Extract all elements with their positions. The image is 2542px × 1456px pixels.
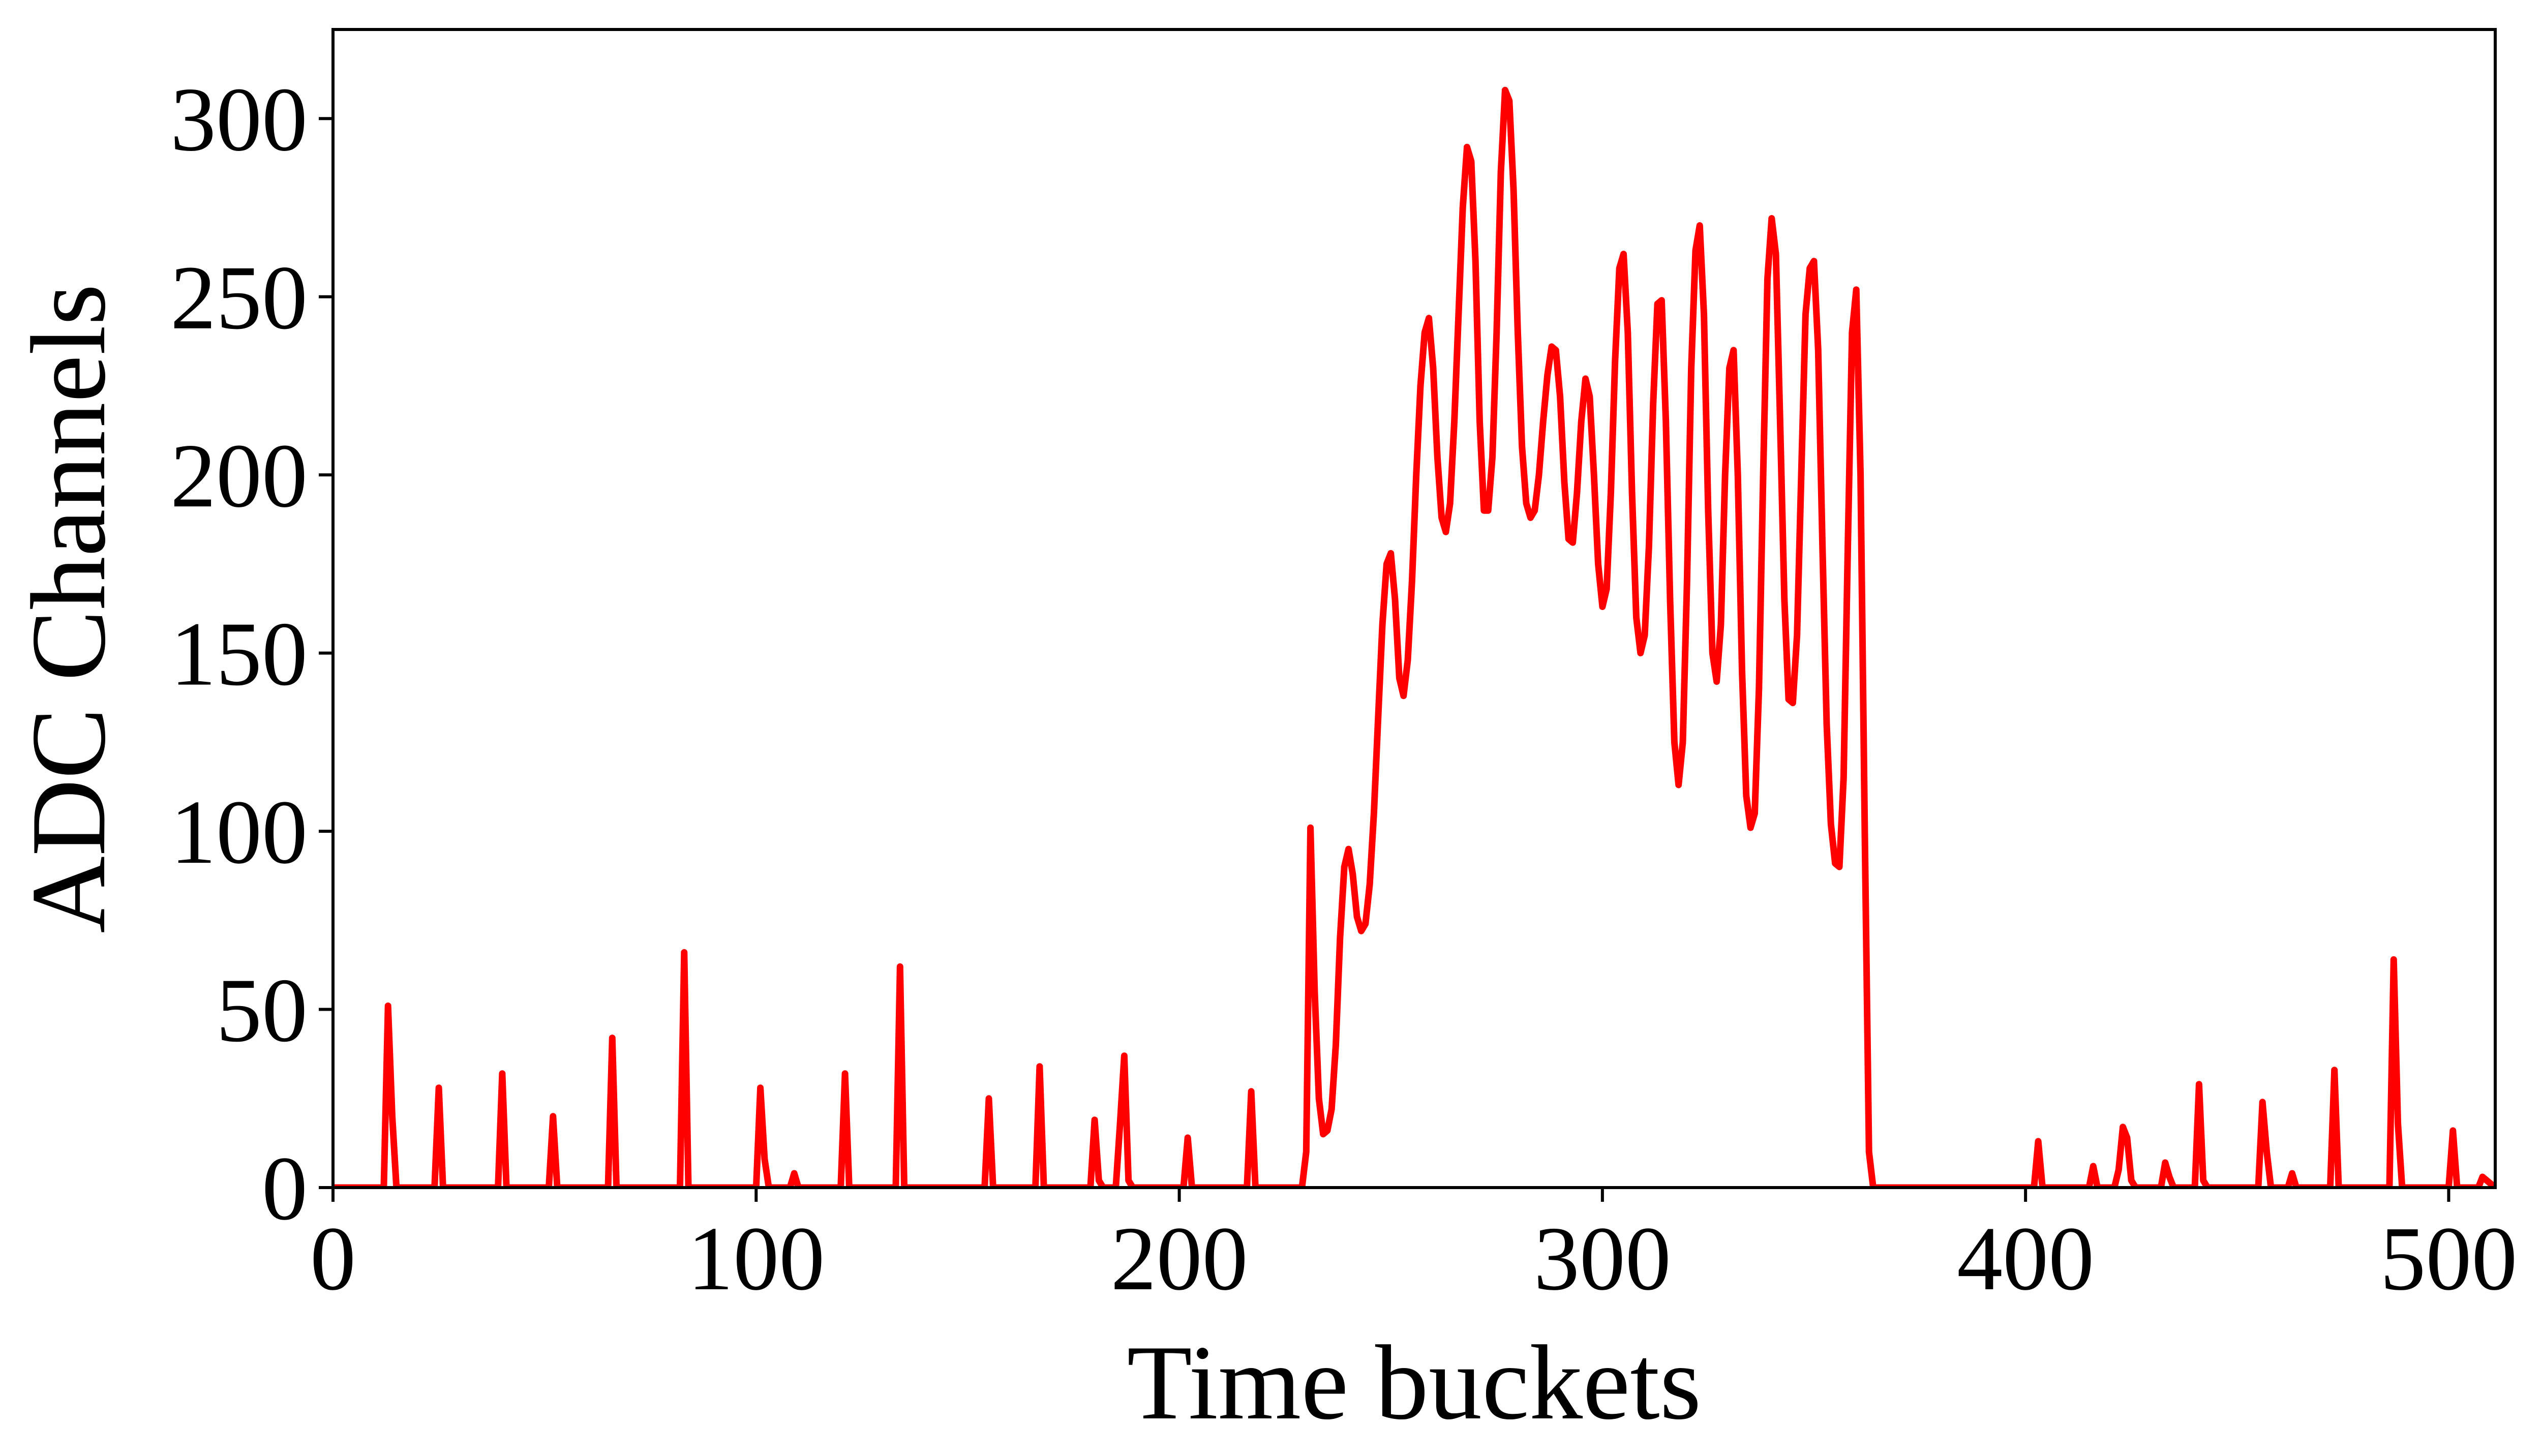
y-tick-label: 150: [170, 603, 308, 705]
plot-frame: [331, 28, 2497, 1189]
x-tick-label: 100: [687, 1208, 825, 1309]
x-axis-label: Time buckets: [1127, 1324, 1702, 1442]
series-line-0: [333, 86, 2495, 1188]
x-tick-label: 200: [1111, 1208, 1248, 1309]
y-tick-label: 300: [170, 69, 308, 170]
y-tick-label: 250: [170, 247, 308, 348]
x-tick-label: 300: [1534, 1208, 1671, 1309]
x-tick-label: 0: [310, 1208, 356, 1309]
plot-area: [333, 86, 2495, 1188]
y-tick-label: 200: [170, 425, 308, 526]
axis-ticks: 0 100 200 300 400 500 0 50 100 150 200 250 300: [170, 69, 2517, 1309]
y-tick-label: 50: [216, 960, 308, 1061]
y-tick-label: 100: [170, 781, 308, 883]
y-axis-label: ADC Channels: [10, 284, 128, 933]
x-tick-label: 400: [1957, 1208, 2094, 1309]
x-tick-label: 500: [2380, 1208, 2517, 1309]
y-tick-label: 0: [262, 1138, 308, 1239]
